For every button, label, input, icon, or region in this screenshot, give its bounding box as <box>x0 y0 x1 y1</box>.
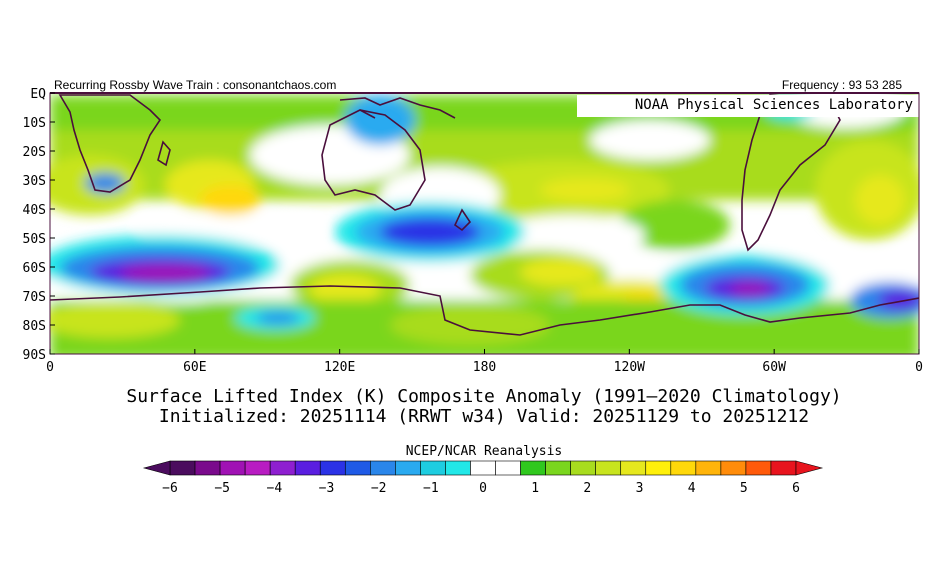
colorbar-swatch <box>520 460 546 476</box>
colorbar-swatch <box>570 460 596 476</box>
colorbar-swatch <box>194 460 221 476</box>
colorbar-swatch <box>420 460 446 476</box>
lat-tick-label: 90S <box>23 348 46 363</box>
colorbar-swatch <box>645 460 672 476</box>
colorbar-tick-label: −5 <box>214 481 230 496</box>
lon-tick-label: 60E <box>183 360 206 375</box>
lat-tick-label: 60S <box>23 261 46 276</box>
colorbar-swatch <box>470 460 496 476</box>
lat-tick-label: EQ <box>30 87 46 102</box>
colorbar-tick-label: 2 <box>583 481 591 496</box>
colorbar-swatch <box>495 460 521 476</box>
anomaly-field <box>50 93 919 354</box>
colorbar-swatch <box>169 460 196 476</box>
colorbar-tick-label: 6 <box>792 481 800 496</box>
colorbar-swatch <box>294 460 321 476</box>
colorbar-arrow-left <box>142 460 171 476</box>
colorbar: −6 −5 −4 −3 −2 −1 0 1 2 3 4 5 6 <box>142 460 824 496</box>
colorbar-swatch <box>770 460 797 476</box>
colorbar-tick-label: −2 <box>371 481 387 496</box>
lon-tick-label: 120W <box>614 360 645 375</box>
lon-tick-label: 0 <box>915 360 923 375</box>
new-zealand-outline <box>453 208 472 232</box>
colorbar-tick-label: 1 <box>531 481 539 496</box>
lon-tick-label: 60W <box>762 360 786 375</box>
colorbar-label: NCEP/NCAR Reanalysis <box>406 444 563 459</box>
header-left-text: Recurring Rossby Wave Train : consonantc… <box>54 78 336 92</box>
latitude-axis: EQ 10S 20S 30S 40S 50S 60S 70S 80S 90S <box>23 87 55 363</box>
lat-tick-label: 40S <box>23 203 46 218</box>
colorbar-swatch <box>595 460 622 476</box>
colorbar-swatch <box>670 460 697 476</box>
lat-tick-label: 20S <box>23 145 46 160</box>
colorbar-swatch <box>370 460 396 476</box>
south-america-outline <box>741 94 841 252</box>
watermark-text: NOAA Physical Sciences Laboratory <box>635 97 913 113</box>
colorbar-swatch <box>745 460 772 476</box>
lon-tick-label: 180 <box>473 360 496 375</box>
colorbar-swatch <box>720 460 747 476</box>
colorbar-swatch <box>445 460 471 476</box>
header-right-text: Frequency : 93 53 285 <box>782 78 902 92</box>
lat-tick-label: 70S <box>23 290 46 305</box>
colorbar-swatch <box>319 460 346 476</box>
colorbar-swatch <box>344 460 371 476</box>
indonesia-outline <box>339 97 456 119</box>
colorbar-swatch <box>219 460 246 476</box>
colorbar-tick-label: 3 <box>636 481 644 496</box>
plot-subtitle: Initialized: 20251114 (RRWT w34) Valid: … <box>159 406 809 427</box>
colorbar-swatch <box>269 460 296 476</box>
colorbar-swatch <box>244 460 271 476</box>
colorbar-swatch <box>695 460 722 476</box>
colorbar-swatch <box>395 460 421 476</box>
colorbar-tick-label: 0 <box>479 481 487 496</box>
lat-tick-label: 50S <box>23 232 46 247</box>
colorbar-arrow-right <box>795 460 824 476</box>
colorbar-tick-label: −4 <box>267 481 283 496</box>
colorbar-tick-label: 4 <box>688 481 696 496</box>
land-outlines <box>50 94 919 336</box>
australia-outline <box>321 109 426 211</box>
lon-tick-label: 120E <box>324 360 355 375</box>
plot-title: Surface Lifted Index (K) Composite Anoma… <box>126 386 841 407</box>
lat-tick-label: 30S <box>23 174 46 189</box>
antarctica-outline <box>50 285 919 336</box>
madagascar-outline <box>157 140 171 167</box>
africa-outline <box>58 94 162 193</box>
colorbar-swatch <box>620 460 647 476</box>
colorbar-tick-label: 5 <box>740 481 748 496</box>
lat-tick-label: 80S <box>23 319 46 334</box>
lon-tick-label: 0 <box>46 360 54 375</box>
colorbar-tick-label: −6 <box>162 481 178 496</box>
colorbar-tick-label: −1 <box>423 481 439 496</box>
longitude-axis: 0 60E 120E 180 120W 60W 0 <box>46 349 923 375</box>
colorbar-tick-label: −3 <box>319 481 335 496</box>
lat-tick-label: 10S <box>23 116 46 131</box>
colorbar-swatch <box>545 460 571 476</box>
